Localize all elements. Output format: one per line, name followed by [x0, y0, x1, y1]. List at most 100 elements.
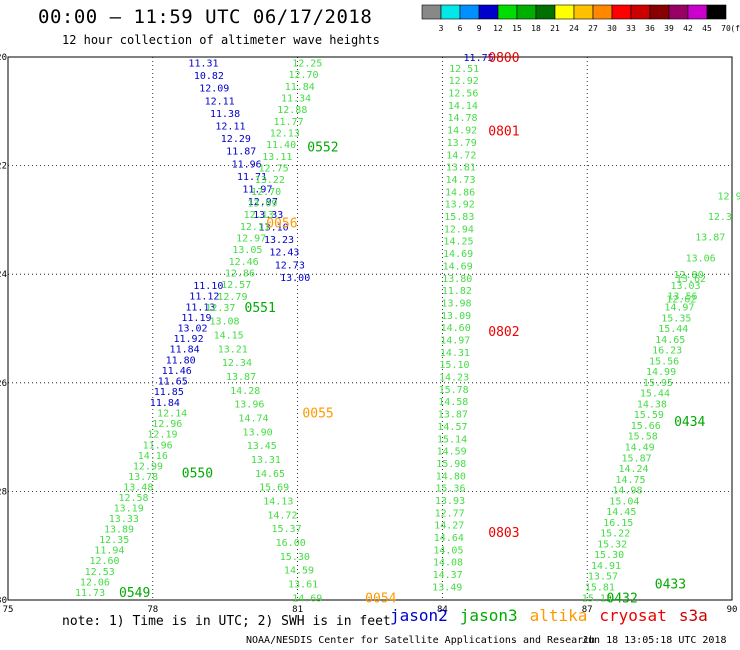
pass-number-label: 0801 — [488, 124, 519, 139]
satellite-legend: jason2 jason3 altika cryosat s3a — [390, 606, 720, 625]
chart-subtitle: 12 hour collection of altimeter wave hei… — [62, 33, 380, 47]
wave-height-point: 12.77 — [435, 508, 465, 519]
satellite-legend-jason3: jason3 — [459, 606, 518, 625]
scale-tick-label: 12 — [493, 24, 503, 33]
wave-height-point: 14.91 — [591, 561, 621, 572]
satellite-legend-cryosat: cryosat — [599, 606, 667, 625]
wave-height-point: 13.06 — [686, 253, 716, 264]
wave-height-point: 15.10 — [439, 360, 469, 371]
footer-timestamp: Jun 18 13:05:18 UTC 2018 — [582, 635, 727, 646]
wave-height-point: 11.94 — [94, 546, 124, 557]
wave-height-point: 12.56 — [448, 89, 478, 100]
wave-height-point: 14.14 — [448, 101, 478, 112]
wave-height-point: 14.99 — [646, 367, 676, 378]
wave-height-point: 11.96 — [232, 159, 262, 170]
chart-title: 00:00 – 11:59 UTC 06/17/2018 — [38, 6, 373, 28]
wave-height-point: 14.64 — [434, 533, 464, 544]
wave-height-point: 11.84 — [170, 345, 200, 356]
wave-height-point: 13.89 — [104, 525, 134, 536]
wave-height-point: 13.02 — [177, 324, 207, 335]
wave-height-point: 12.25 — [292, 58, 322, 69]
wave-height-point: 15.22 — [600, 529, 630, 540]
wave-height-point: 14.97 — [440, 335, 470, 346]
scale-unit-label: (ft) — [730, 24, 740, 33]
pass-number-label: 0551 — [245, 301, 276, 316]
pass-number-label: 0433 — [655, 578, 686, 593]
wave-height-point: 12.13 — [270, 128, 300, 139]
wave-height-point: 12.37 — [205, 303, 235, 314]
wave-height-point: 13.87 — [438, 410, 468, 421]
wave-height-point: 13.48 — [123, 482, 153, 493]
pass-number-label: 0800 — [488, 51, 519, 66]
wave-height-point: 11.82 — [442, 286, 472, 297]
wave-height-point: 14.69 — [443, 249, 473, 260]
y-tick-label: -28 — [0, 487, 7, 497]
wave-height-point: 12.86 — [225, 269, 255, 280]
wave-height-point: 15.14 — [437, 434, 467, 445]
wave-height-point: 12.96 — [152, 419, 182, 430]
pass-number-label: 0055 — [302, 407, 333, 422]
wave-height-point: 13.11 — [262, 152, 292, 163]
wave-height-point: 15.37 — [272, 524, 302, 535]
wave-height-point: 12.46 — [229, 257, 259, 268]
scale-tick-label: 21 — [550, 24, 560, 33]
y-tick-label: -26 — [0, 379, 7, 389]
wave-height-point: 12.94 — [444, 224, 474, 235]
wave-height-point: 12.88 — [277, 105, 307, 116]
wave-height-point: 14.59 — [437, 447, 467, 458]
wave-height-point: 13.87 — [695, 233, 725, 244]
scale-tick-label: 24 — [569, 24, 579, 33]
wave-height-point: 13.56 — [667, 292, 697, 303]
footer-note: note: 1) Time is in UTC; 2) SWH is in fe… — [62, 614, 391, 629]
wave-height-point: 14.60 — [441, 323, 471, 334]
x-tick-label: 81 — [292, 605, 303, 615]
scale-tick-label: 18 — [531, 24, 541, 33]
x-tick-label: 84 — [437, 605, 448, 615]
wave-height-point: 14.74 — [238, 413, 268, 424]
scale-tick-label: 45 — [702, 24, 712, 33]
pass-number-label: 0054 — [365, 591, 396, 606]
wave-height-point: 16.23 — [652, 346, 682, 357]
wave-height-point: 14.05 — [433, 545, 463, 556]
wave-height-point: 13.92 — [445, 200, 475, 211]
wave-height-point: 12.11 — [240, 222, 270, 233]
wave-height-point: 13.33 — [109, 514, 139, 525]
x-tick-label: 87 — [582, 605, 593, 615]
wave-height-point: 15.56 — [649, 356, 679, 367]
wave-height-point: 14.59 — [284, 566, 314, 577]
wave-height-point: 14.78 — [447, 113, 477, 124]
wave-height-point: 14.49 — [625, 443, 655, 454]
wave-height-point: 14.15 — [214, 330, 244, 341]
wave-height-point: 16.00 — [276, 538, 306, 549]
wave-height-point: 12.9 — [718, 191, 740, 202]
wave-height-point: 11.77 — [273, 117, 303, 128]
pass-number-label: 0056 — [266, 217, 297, 232]
wave-height-point: 11.34 — [281, 93, 311, 104]
wave-height-point: 14.23 — [439, 373, 469, 384]
wave-height-point: 11.31 — [188, 58, 218, 69]
wave-height-point: 16.15 — [603, 518, 633, 529]
wave-height-point: 15.87 — [622, 453, 652, 464]
wave-height-point: 13.00 — [280, 273, 310, 284]
wave-height-point: 13.98 — [441, 298, 471, 309]
wave-height-point: 13.33 — [253, 210, 283, 221]
wave-height-point: 14.69 — [292, 593, 322, 604]
wave-height-point: 12.70 — [288, 70, 318, 81]
wave-height-point: 14.80 — [436, 471, 466, 482]
wave-height-point: 12.99 — [133, 461, 163, 472]
wave-height-point: 11.92 — [174, 334, 204, 345]
wave-height-point: 10.82 — [194, 71, 224, 82]
wave-height-point: 11.65 — [158, 377, 188, 388]
wave-height-point: 12.80 — [674, 270, 704, 281]
wave-height-point: 13.90 — [243, 427, 273, 438]
wave-height-point: 15.13 — [582, 593, 612, 604]
wave-height-point: 12.51 — [449, 64, 479, 75]
wave-height-point: 13.09 — [441, 311, 471, 322]
wave-height-point: 13.81 — [446, 163, 476, 174]
wave-height-point: 11.40 — [266, 140, 296, 151]
wave-height-point: 12.06 — [80, 577, 110, 588]
wave-height-point: 14.86 — [445, 187, 475, 198]
x-tick-label: 75 — [3, 605, 14, 615]
wave-height-point: 12.3 — [708, 212, 732, 223]
